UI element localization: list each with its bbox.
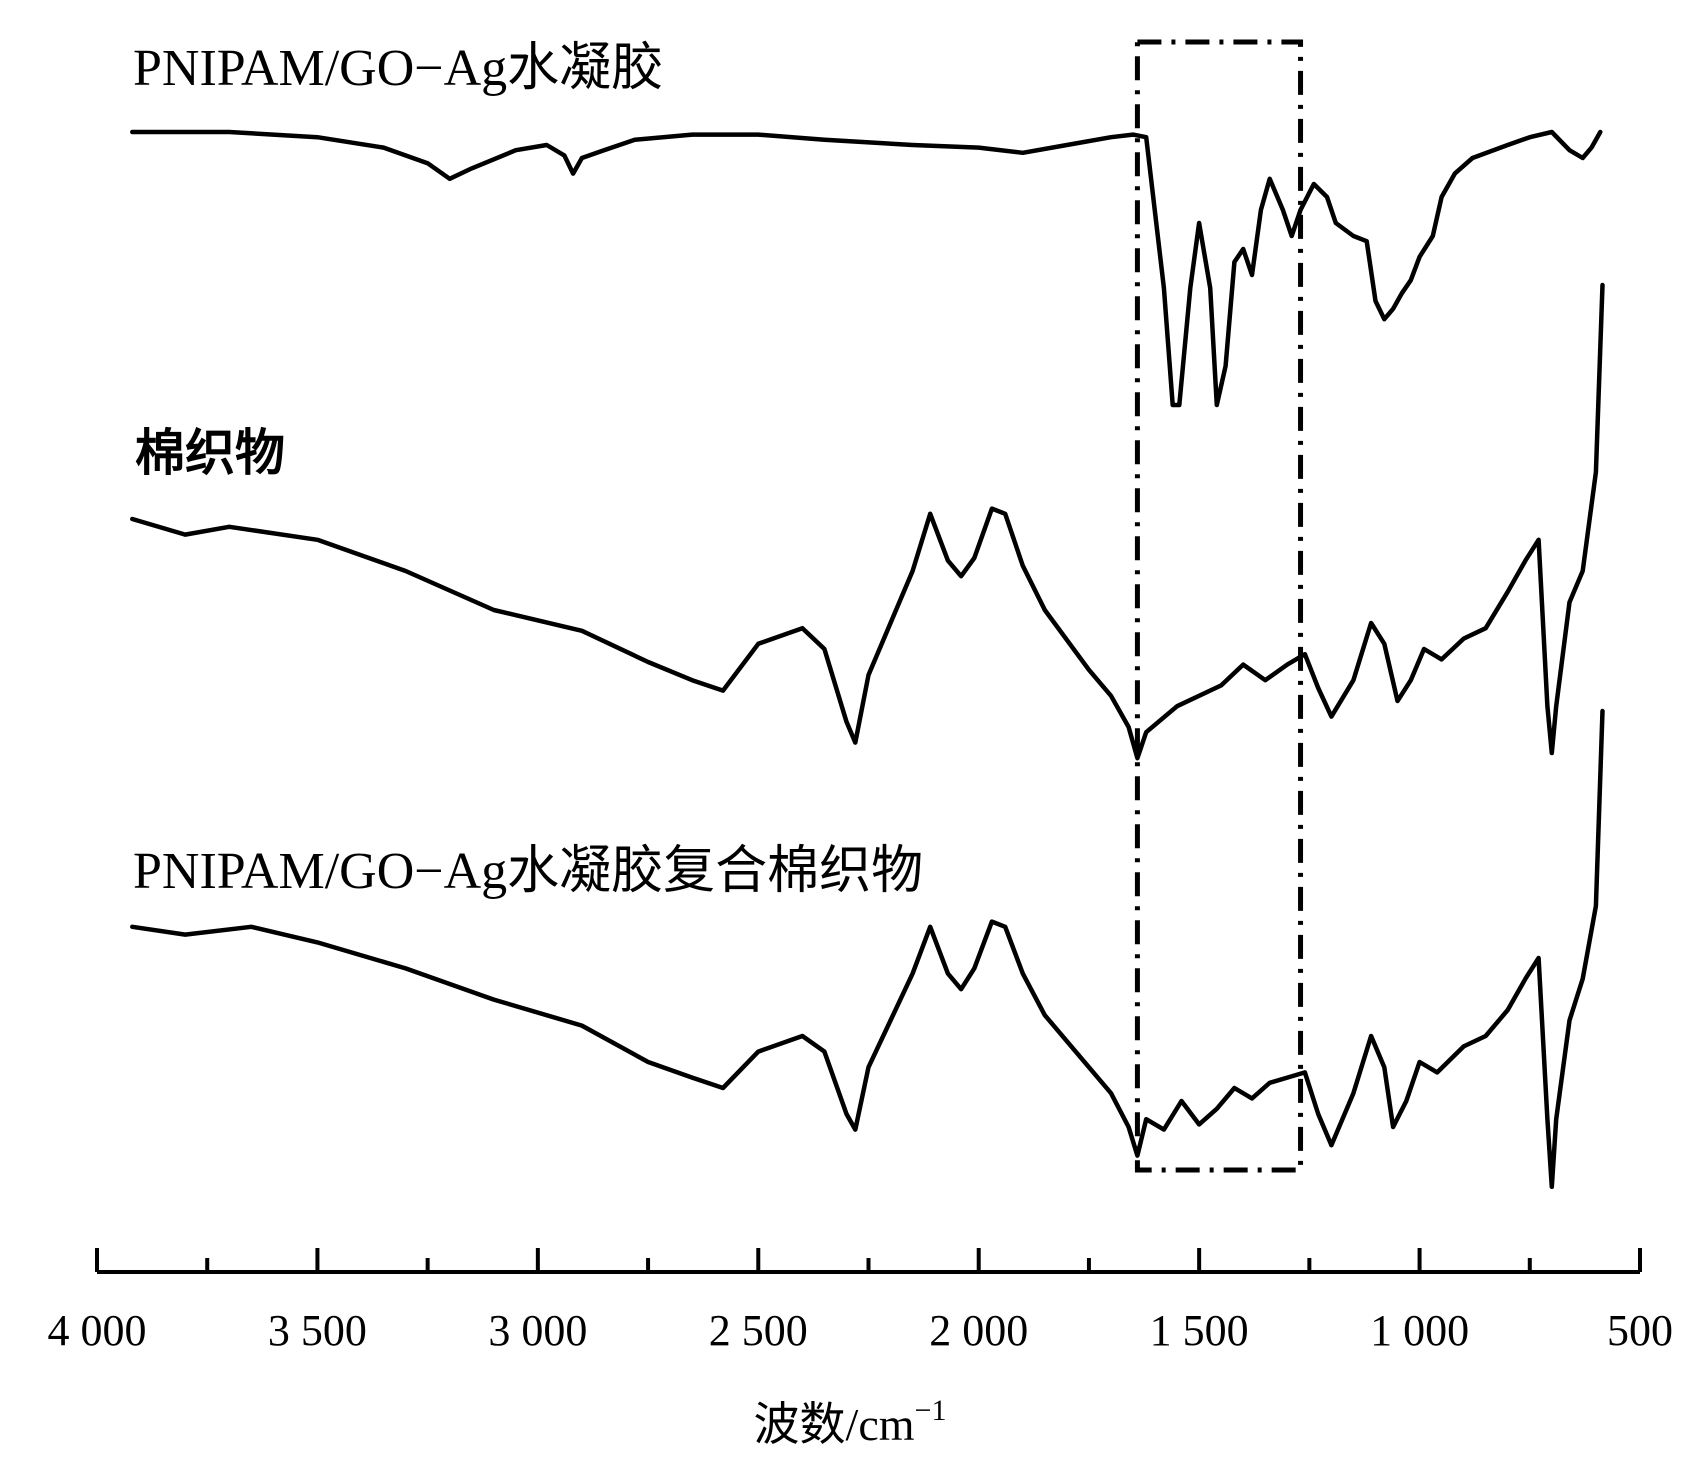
x-tick-label-3500: 3 500	[268, 1306, 367, 1355]
series-label-hydrogel: PNIPAM/GO−Ag水凝胶	[133, 40, 663, 97]
x-axis-title: 波数/cm−1	[754, 1394, 947, 1450]
x-tick-label-1000: 1 000	[1370, 1306, 1469, 1355]
x-tick-label-2000: 2 000	[929, 1306, 1028, 1355]
series-label-cotton: 棉织物	[135, 424, 285, 482]
spectrum-line-cotton-fabric	[130, 282, 1605, 761]
x-tick-label-4000: 4 000	[48, 1306, 147, 1355]
x-tick-label-3000: 3 000	[488, 1306, 587, 1355]
x-axis-title-superscript: −1	[915, 1394, 947, 1427]
x-tick-label-500: 500	[1607, 1306, 1673, 1355]
x-tick-label-2500: 2 500	[709, 1306, 808, 1355]
highlight-region-box	[1134, 39, 1304, 1173]
series-label-composite: PNIPAM/GO−Ag水凝胶复合棉织物	[133, 843, 923, 900]
x-tick-label-1500: 1 500	[1150, 1306, 1249, 1355]
x-axis-title-text: 波数/cm	[754, 1399, 915, 1450]
spectrum-line-hydrogel-composite-cotton	[130, 708, 1605, 1190]
x-axis-ticks: 4 000 3 500 3 000 2 500 2 000 1 500 1 000 500	[48, 1248, 1673, 1355]
spectrum-line-pnipam-go-ag-hydrogel	[130, 129, 1603, 408]
